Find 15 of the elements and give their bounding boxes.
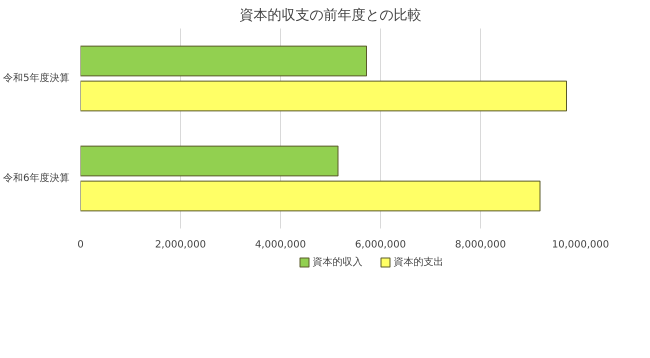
chart-title: 資本的収支の前年度との比較 [240,8,422,24]
bar [80,80,567,112]
x-tick-label: 0 [77,240,84,250]
bar [80,46,367,76]
x-tick-label: 4,000,000 [255,240,306,250]
y-tick-label: 令和5年度決算 [3,72,70,84]
legend-label: 資本的支出 [394,256,444,268]
x-tick-label: 2,000,000 [155,240,206,250]
x-tick-label: 8,000,000 [455,240,506,250]
x-tick-label: 6,000,000 [355,240,406,250]
x-tick-label: 10,000,000 [552,240,610,250]
bar [80,180,540,212]
y-tick-label: 令和6年度決算 [3,172,70,184]
bar [80,146,338,176]
legend-label: 資本的収入 [312,256,362,268]
